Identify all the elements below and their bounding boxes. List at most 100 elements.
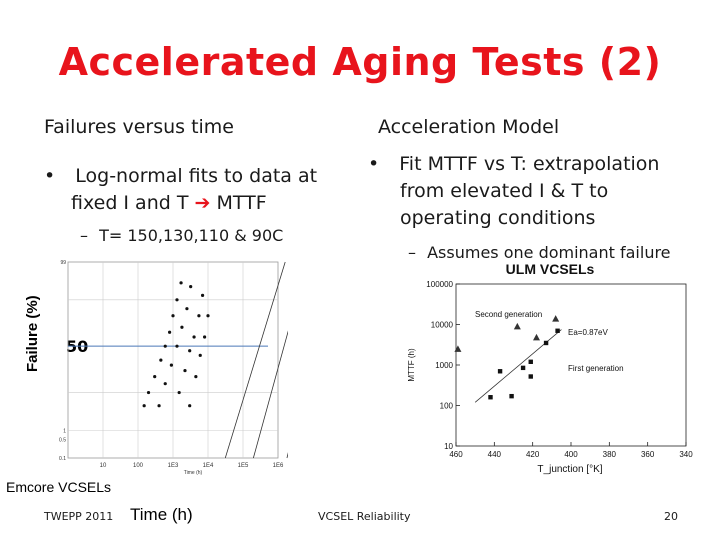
data-point [168, 330, 172, 334]
right-bullet-line1: Fit MTTF vs T: extrapolation [399, 153, 660, 175]
data-point [157, 404, 161, 408]
y-tick-label: 10 [444, 442, 453, 451]
x-tick-label: 440 [488, 450, 502, 459]
data-point [179, 281, 183, 285]
first-generation-point [528, 374, 533, 379]
data-point [198, 353, 202, 357]
data-point [175, 298, 179, 302]
right-x-axis-label: T_junction [°K] [537, 464, 602, 475]
dash-mark: – [80, 226, 88, 245]
right-arrow-icon: ➔ [194, 192, 211, 214]
failure-time-chart: 10 100 1E3 1E4 1E5 1E6 99 1 0.5 0.1 Time (h) [59, 260, 288, 475]
annotation-activation-energy: Ea=0.87eV [568, 328, 608, 337]
x-tick-label: 1E5 [238, 463, 249, 469]
data-point [142, 404, 146, 408]
right-bullet-line3: operating conditions [400, 207, 596, 229]
data-point [183, 368, 187, 373]
bullet-dot: • [368, 153, 380, 175]
annotation-first-generation: First generation [568, 364, 624, 373]
x-tick-label: 360 [641, 450, 655, 459]
data-point [163, 344, 167, 348]
x-tick-label: 1E4 [203, 463, 214, 469]
x-axis-label: Time (h) [130, 505, 193, 524]
dash-mark: – [408, 243, 416, 262]
fit-line [224, 261, 286, 459]
right-chart-points [454, 315, 560, 400]
y-tick-label: 1 [63, 428, 66, 434]
right-chart-text: ULM VCSELs MTTF (h) T_junction [°K] Second … [407, 261, 624, 475]
footer-center: VCSEL Reliability [318, 510, 411, 523]
fit-line [286, 452, 288, 459]
y-tick-label: 0.5 [59, 437, 66, 443]
y-tick-label: 0.1 [59, 456, 66, 462]
x-tick-label: 1E6 [273, 463, 284, 469]
right-heading: Acceleration Model [378, 116, 560, 138]
data-point [194, 375, 198, 379]
x-tick-label: 1E3 [168, 463, 179, 469]
first-generation-point [528, 359, 533, 364]
left-caption: Emcore VCSELs [6, 479, 112, 495]
second-generation-point [454, 345, 462, 352]
right-bullet-line2: from elevated I & T to [400, 180, 609, 202]
first-generation-point [488, 395, 493, 400]
first-generation-point [509, 393, 514, 399]
page-number: 20 [664, 510, 678, 523]
bullet-dot: • [44, 165, 56, 187]
data-point [175, 344, 179, 348]
second-generation-point [533, 333, 540, 341]
left-heading: Failures versus time [44, 116, 234, 138]
y-axis-label: Failure (%) [24, 295, 41, 372]
y-tick-label: 100 [440, 402, 454, 411]
right-y-axis-label: MTTF (h) [407, 348, 416, 382]
left-chart-points [142, 281, 210, 408]
data-point [171, 314, 175, 318]
data-point [188, 404, 192, 408]
slide-title: Accelerated Aging Tests (2) [58, 40, 662, 84]
data-point [188, 349, 192, 353]
y-tick-label: 99 [60, 260, 66, 266]
footer-left: TWEPP 2011 [44, 510, 114, 523]
activation-fit-line [474, 329, 562, 403]
left-bullet-line2-end: MTTF [216, 192, 267, 214]
data-point [200, 293, 205, 297]
x-tick-label: 460 [449, 450, 463, 459]
right-chart-fit-line [474, 329, 562, 403]
second-generation-point [513, 322, 521, 330]
x-tick-label: 400 [564, 450, 578, 459]
x-tick-label: 380 [603, 450, 617, 459]
right-sub-bullet: – Assumes one dominant failure [408, 243, 671, 262]
data-point [153, 375, 157, 379]
right-chart-title: ULM VCSELs [506, 261, 595, 277]
first-generation-point [497, 369, 503, 374]
left-bullet-line2: fixed I and T [71, 192, 189, 214]
data-point [163, 382, 167, 386]
x-tick-label: 10 [100, 463, 107, 469]
x-axis-small-label: Time (h) [184, 470, 203, 475]
left-chart-fit-lines [224, 261, 288, 459]
data-point [203, 335, 207, 339]
left-chart-grid [67, 261, 279, 459]
left-bullet: • Log-normal fits to data at fixed I and… [44, 163, 317, 217]
y-tick-label: 10000 [431, 321, 454, 330]
y-tick-label: 100000 [426, 280, 453, 289]
x-tick-label: 100 [133, 463, 144, 469]
right-sub-text: Assumes one dominant failure [427, 243, 671, 262]
data-point [159, 358, 163, 362]
left-chart-ticks: 10 100 1E3 1E4 1E5 1E6 99 1 0.5 0.1 Time (h) [59, 260, 284, 475]
right-bullet: • Fit MTTF vs T: extrapolation from elev… [368, 151, 659, 232]
annotation-second-generation: Second generation [475, 310, 542, 319]
x-tick-label: 420 [526, 450, 540, 459]
data-point [177, 390, 181, 395]
data-point [185, 307, 189, 311]
left-sub-text: T= 150,130,110 & 90C [99, 226, 284, 245]
data-point [197, 314, 201, 318]
fit-line [252, 330, 288, 459]
y-tick-label: 1000 [435, 361, 453, 370]
first-generation-point [520, 365, 526, 371]
data-point [169, 363, 173, 367]
x-tick-label: 340 [679, 450, 693, 459]
left-bullet-line1: Log-normal fits to data at [75, 165, 318, 187]
first-generation-point [555, 328, 560, 333]
